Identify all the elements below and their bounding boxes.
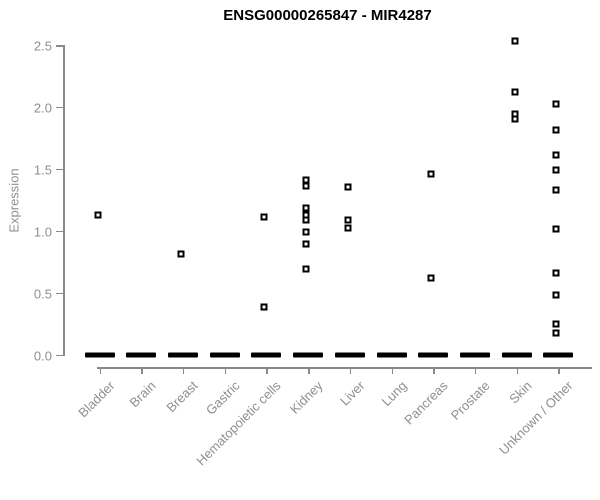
- y-axis-tick: [56, 45, 63, 47]
- x-axis-tick-label: Kidney: [286, 378, 326, 417]
- data-point: [302, 240, 310, 248]
- data-point: [302, 265, 310, 273]
- x-axis-tick: [224, 367, 227, 374]
- y-axis-tick: [56, 292, 63, 295]
- x-axis-tick: [266, 367, 268, 374]
- y-axis-tick: [56, 106, 63, 109]
- x-axis-tick: [433, 367, 435, 374]
- data-point: [552, 320, 560, 328]
- data-point: [427, 274, 435, 282]
- x-axis-tick: [516, 367, 519, 374]
- data-point: [302, 204, 310, 212]
- y-axis-tick-label: 0.5: [33, 286, 52, 302]
- data-point: [427, 170, 435, 178]
- data-point: [260, 213, 268, 221]
- zero-expression-cluster: [84, 352, 115, 357]
- data-point: [552, 166, 560, 174]
- x-axis-tick: [558, 367, 560, 374]
- data-point: [552, 100, 560, 108]
- x-axis-tick-label: Bladder: [74, 378, 118, 421]
- zero-expression-cluster: [209, 352, 240, 357]
- data-point: [552, 329, 560, 337]
- chart-title: ENSG00000265847 - MIR4287: [223, 7, 432, 24]
- data-point: [552, 225, 560, 233]
- y-axis-tick-label: 1.5: [33, 162, 52, 178]
- x-axis-tick-label: Brain: [126, 378, 159, 411]
- x-axis-tick-label: Liver: [336, 378, 368, 409]
- zero-expression-cluster: [251, 352, 282, 357]
- zero-expression-cluster: [543, 352, 574, 357]
- zero-expression-cluster: [293, 352, 324, 357]
- data-point: [552, 269, 560, 277]
- x-axis-tick-label: Skin: [505, 378, 535, 407]
- data-point: [511, 37, 519, 45]
- y-axis-tick: [56, 230, 63, 233]
- x-axis-tick-label: Pancreas: [401, 378, 451, 428]
- data-point: [302, 182, 310, 190]
- x-axis-tick: [99, 367, 101, 374]
- y-axis-tick-label: 2.5: [33, 38, 52, 54]
- zero-expression-cluster: [167, 352, 198, 357]
- y-axis-tick: [56, 354, 63, 356]
- zero-expression-cluster: [376, 352, 407, 357]
- y-axis-tick: [56, 168, 63, 171]
- x-axis-tick: [391, 367, 394, 374]
- x-axis-tick: [141, 367, 143, 374]
- data-point: [94, 211, 101, 219]
- data-point: [552, 151, 560, 159]
- y-axis-tick-label: 1.0: [33, 224, 52, 240]
- x-axis-tick: [182, 367, 185, 374]
- x-axis-tick-label: Lung: [378, 378, 410, 410]
- x-axis-tick: [474, 367, 477, 374]
- data-point: [552, 186, 560, 194]
- data-point: [302, 176, 310, 184]
- data-point: [344, 216, 352, 224]
- data-point: [511, 115, 519, 123]
- x-axis-tick-label: Prostate: [447, 378, 493, 423]
- data-point: [344, 224, 352, 232]
- x-axis-line: [97, 367, 592, 369]
- zero-expression-cluster: [501, 352, 532, 357]
- zero-expression-cluster: [418, 352, 449, 357]
- data-point: [344, 183, 352, 191]
- zero-expression-cluster: [459, 352, 490, 357]
- data-point: [552, 291, 560, 299]
- zero-expression-cluster: [334, 352, 365, 357]
- x-axis-tick-label: Breast: [163, 378, 201, 416]
- x-axis-tick-label: Gastric: [202, 378, 243, 418]
- data-point: [302, 228, 310, 236]
- y-axis-tick-label: 2.0: [33, 100, 52, 116]
- x-axis-tick: [349, 367, 352, 374]
- zero-expression-cluster: [126, 352, 157, 357]
- data-point: [260, 303, 268, 311]
- data-point: [177, 250, 185, 258]
- y-axis-line: [63, 45, 65, 356]
- x-axis-tick: [308, 367, 310, 374]
- data-point: [552, 126, 560, 134]
- data-point: [302, 216, 310, 224]
- y-axis-tick-label: 0.0: [33, 348, 52, 363]
- x-axis-tick-label: Unknown / Other: [496, 378, 577, 458]
- data-point: [511, 88, 519, 96]
